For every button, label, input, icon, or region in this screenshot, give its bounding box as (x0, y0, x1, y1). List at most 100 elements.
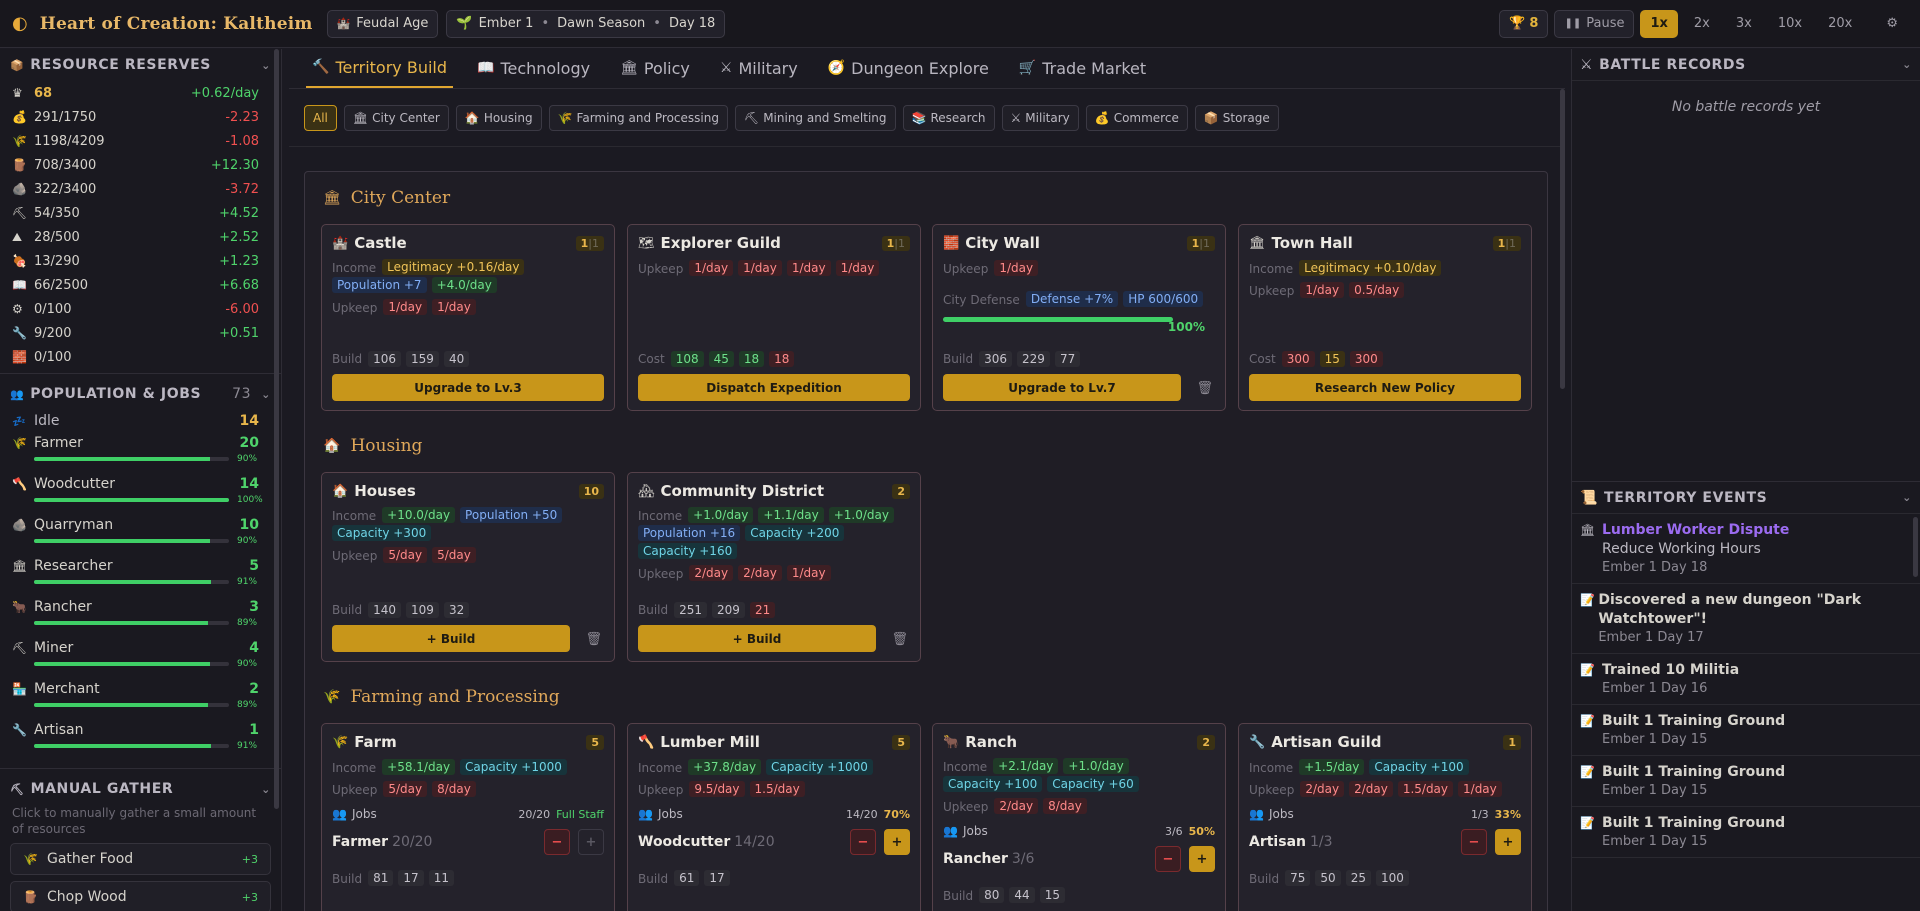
tab-trade-market[interactable]: 🛒 Trade Market (1018, 58, 1147, 78)
efficiency-bar (34, 662, 229, 666)
upgrade-button[interactable]: Upgrade to Lv.3 (332, 374, 604, 401)
sidebar-scrollbar[interactable] (274, 49, 279, 809)
pickaxe-icon: ⛏ (12, 641, 28, 655)
gather-food-button[interactable]: 🌾 Gather Food +3 (10, 843, 271, 875)
level-badge: 1 (1503, 734, 1521, 750)
tab-technology[interactable]: 📖 Technology (477, 58, 591, 78)
speed-2x-button[interactable]: 2x (1693, 16, 1710, 31)
speed-20x-button[interactable]: 20x (1828, 16, 1853, 31)
speed-1x-button[interactable]: 1x (1640, 9, 1678, 38)
house-icon: 🏠 (323, 438, 341, 454)
pickaxe-icon: ⛏ (743, 110, 760, 125)
filter-city-center[interactable]: 🏛 City Center (343, 104, 449, 131)
group-farming: 🌾 Farming and Processing (323, 687, 560, 707)
event-item[interactable]: 📝 Trained 10 Militia Ember 1 Day 16 (1572, 654, 1920, 705)
hammer-icon: 🔨 (312, 59, 330, 75)
tab-dungeon-explore[interactable]: 🧭 Dungeon Explore (827, 58, 989, 78)
trash-icon[interactable]: 🗑 (585, 632, 602, 647)
card-lumber-mill: 🪓 Lumber Mill 5 Income +37.8/day Capacity +1… (627, 723, 921, 911)
chop-wood-button[interactable]: 🪵 Chop Wood +3 (10, 881, 271, 911)
money-bag-icon: 💰 (1094, 110, 1110, 125)
tab-policy[interactable]: 🏛 Policy (620, 58, 690, 78)
trash-icon[interactable]: 🗑 (1196, 381, 1213, 396)
territory-events-header[interactable]: 📜 TERRITORY EVENTS ⌄ (1572, 482, 1920, 514)
card-ranch: 🐂 Ranch 2 Income +2.1/day +1.0/day Capacity +… (932, 723, 1226, 911)
remove-worker-button[interactable]: − (1461, 829, 1487, 855)
filter-research[interactable]: 📚 Research (902, 104, 995, 131)
resource-list: ♛ 68 +0.62/day 💰 291/1750 -2.23 🌾 1198/4209 -1.0… (0, 81, 281, 369)
wrench-icon: 🔧 (12, 326, 27, 340)
wheat-icon: 🌾 (332, 734, 349, 750)
job-row-rancher: 🐂 Rancher 3 89% (12, 599, 259, 628)
research-new-policy-button[interactable]: Research New Policy (1249, 374, 1521, 401)
build-button[interactable]: + Build (332, 625, 570, 652)
add-worker-button[interactable]: + (578, 829, 604, 855)
main-panel: 🔨 Territory Build 📖 Technology 🏛 Policy ⚔ Mi… (289, 49, 1565, 911)
settings-button[interactable]: ⚙ (1876, 10, 1908, 38)
people-icon: 👥 (1249, 807, 1264, 821)
add-worker-button[interactable]: + (1189, 846, 1215, 872)
remove-worker-button[interactable]: − (850, 829, 876, 855)
event-item[interactable]: 📝 Discovered a new dungeon "Dark Watchtow… (1572, 584, 1920, 654)
event-item[interactable]: 📝 Built 1 Training Ground Ember 1 Day 15 (1572, 756, 1920, 807)
ox-icon: 🐂 (12, 600, 27, 614)
level-badge: 1|1 (1492, 235, 1521, 251)
castle-icon: 🏰 (332, 235, 349, 251)
filter-military[interactable]: ⚔ Military (1001, 104, 1079, 131)
building-icon: 🏛 (1249, 235, 1266, 251)
tab-territory-build[interactable]: 🔨 Territory Build (306, 49, 454, 88)
level-badge: 1|1 (1186, 235, 1215, 251)
wrench-icon: 🔧 (1249, 734, 1266, 750)
remove-worker-button[interactable]: − (544, 829, 570, 855)
efficiency-bar (34, 703, 229, 707)
manual-gather-header[interactable]: ⛏ MANUAL GATHER ⌄ (10, 781, 271, 797)
remove-worker-button[interactable]: − (1155, 846, 1181, 872)
upgrade-button[interactable]: Upgrade to Lv.7 (943, 374, 1181, 401)
filter-storage[interactable]: 📦 Storage (1194, 104, 1279, 131)
resource-row: ⛏ 54/350 +4.52 (12, 205, 259, 221)
level-badge: 10 (578, 483, 604, 499)
filter-mining[interactable]: ⛏ Mining and Smelting (734, 104, 896, 131)
add-worker-button[interactable]: + (884, 829, 910, 855)
efficiency-bar-fill (34, 621, 208, 625)
filter-housing[interactable]: 🏠 Housing (455, 104, 542, 131)
sleep-icon: 💤 (12, 414, 26, 428)
logo-icon: ◐ (12, 13, 28, 34)
idle-row: 💤 Idle 14 (12, 413, 259, 429)
building-list: 🏛 City Center 🏰 Castle 1|1 Income Legitimacy… (304, 171, 1548, 911)
swords-icon: ⚔ (1580, 56, 1594, 73)
speed-10x-button[interactable]: 10x (1777, 16, 1803, 31)
population-header[interactable]: 👥 POPULATION & JOBS 73 ⌄ (10, 386, 271, 402)
tab-military[interactable]: ⚔ Military (719, 58, 798, 78)
filter-commerce[interactable]: 💰 Commerce (1085, 104, 1188, 131)
filter-farming[interactable]: 🌾 Farming and Processing (548, 104, 728, 131)
event-item[interactable]: 🏛 Lumber Worker Dispute Reduce Working Hou… (1572, 514, 1920, 584)
add-worker-button[interactable]: + (1495, 829, 1521, 855)
building-icon: 🏛 (12, 559, 28, 573)
people-icon: 👥 (638, 807, 653, 821)
speed-3x-button[interactable]: 3x (1735, 16, 1752, 31)
events-scrollbar[interactable] (1913, 517, 1918, 577)
efficiency-bar-fill (34, 498, 229, 502)
filter-all[interactable]: All (304, 104, 337, 131)
cart-icon: 🛒 (1018, 60, 1037, 76)
battle-records-header[interactable]: ⚔ BATTLE RECORDS ⌄ (1572, 49, 1920, 81)
event-item[interactable]: 📝 Built 1 Training Ground Ember 1 Day 15 (1572, 807, 1920, 858)
main-scrollbar[interactable] (1560, 89, 1565, 389)
no-battle-message: No battle records yet (1671, 99, 1821, 115)
brick-icon: 🧱 (12, 350, 27, 364)
resource-reserves-header[interactable]: 📦 RESOURCE RESERVES ⌄ (10, 57, 271, 73)
stone-icon: 🪨 (12, 182, 27, 196)
event-item[interactable]: 📝 Built 1 Training Ground Ember 1 Day 15 (1572, 705, 1920, 756)
resource-icon: 📦 (10, 58, 25, 72)
trash-icon[interactable]: 🗑 (891, 632, 908, 647)
trophy-icon: 🏆 (1509, 16, 1526, 31)
building-icon: 🏛 (352, 110, 369, 125)
stone-icon: 🪨 (12, 518, 27, 532)
achievements-button[interactable]: 🏆 8 (1499, 9, 1549, 38)
dispatch-expedition-button[interactable]: Dispatch Expedition (638, 374, 910, 401)
main-tabs: 🔨 Territory Build 📖 Technology 🏛 Policy ⚔ Mi… (289, 49, 1565, 89)
pause-button[interactable]: ❚❚ Pause (1554, 9, 1635, 38)
build-button[interactable]: + Build (638, 625, 876, 652)
wood-icon: 🪵 (12, 158, 27, 172)
